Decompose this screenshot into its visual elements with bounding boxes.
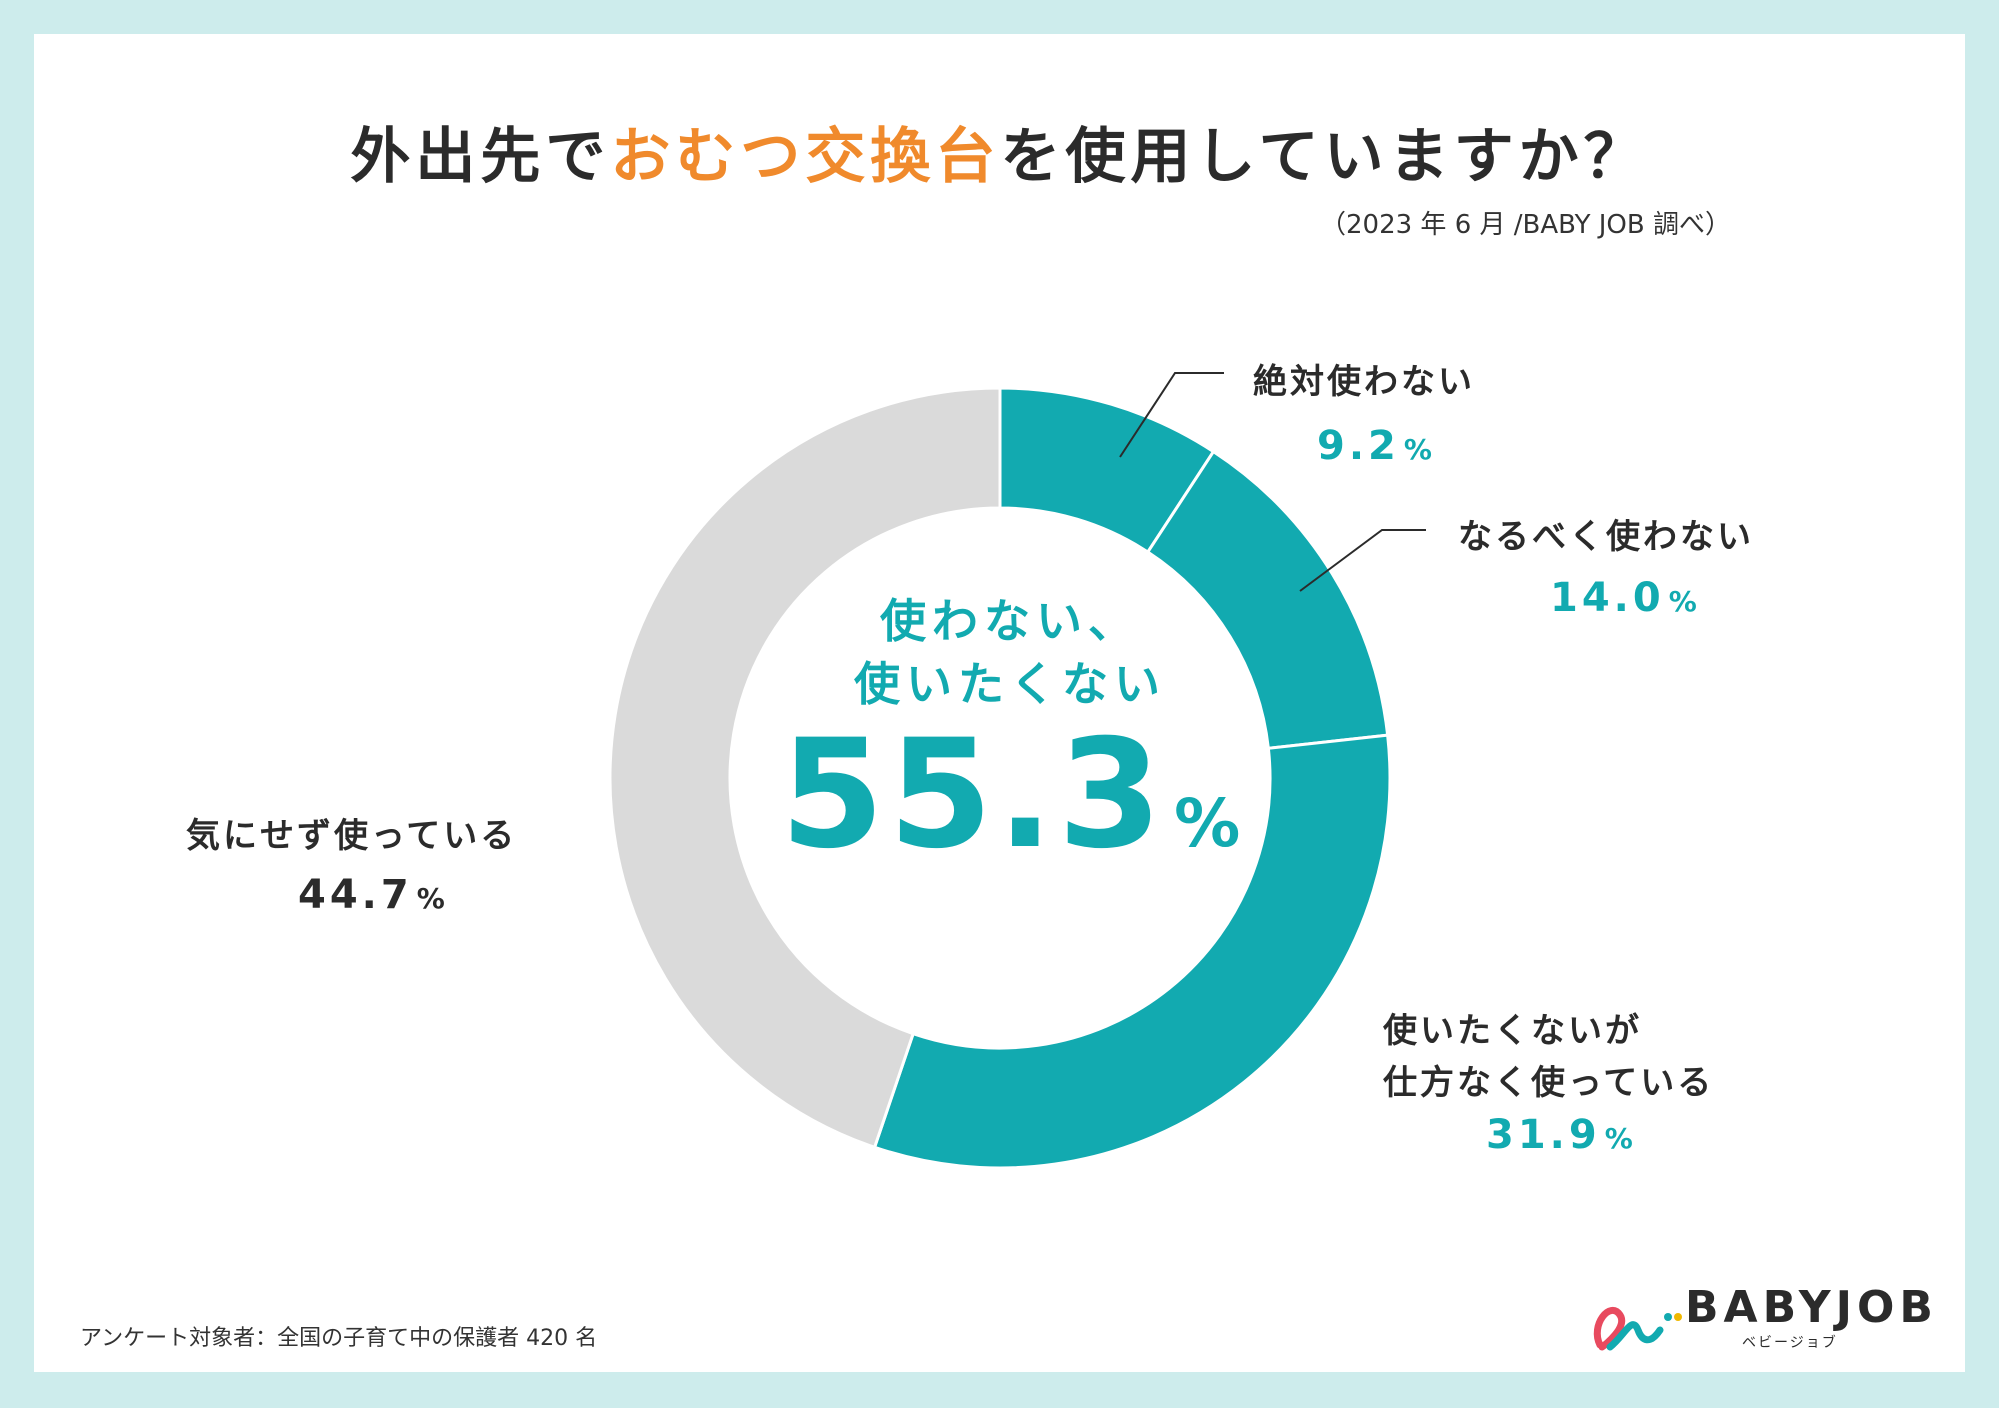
label-slice-1: 絶対使わない xyxy=(1253,362,1475,402)
babyjob-logo-icon xyxy=(1593,1307,1682,1351)
title-highlight: おむつ交換台 xyxy=(610,122,1001,192)
pct-slice-1: 9.2% xyxy=(1317,423,1436,469)
pct-slice-3: 31.9% xyxy=(1486,1112,1637,1158)
logo-subtext: ベビージョブ xyxy=(1742,1335,1838,1351)
pct-slice-4: 44.7% xyxy=(298,872,449,918)
leader-line-1 xyxy=(1119,372,1224,458)
center-label-line2: 使いたくない xyxy=(854,657,1166,711)
label-slice-3-line2: 仕方なく使っている xyxy=(1383,1063,1715,1103)
logo-text: BABYJOB xyxy=(1685,1282,1938,1333)
label-slice-3-line1: 使いたくないが xyxy=(1383,1011,1642,1051)
center-percentage: 55.3% xyxy=(780,708,1241,882)
donut-slice-4 xyxy=(608,386,1002,1150)
label-slice-4: 気にせず使っている xyxy=(186,816,518,856)
leader-line-2 xyxy=(1299,529,1426,592)
footer-note: アンケート対象者：全国の子育て中の保護者 420 名 xyxy=(80,1326,598,1351)
pct-slice-2: 14.0% xyxy=(1550,575,1701,621)
label-slice-2: なるべく使わない xyxy=(1458,517,1754,557)
chart-title: 外出先でおむつ交換台を使用していますか？ xyxy=(350,122,1649,192)
chart-subtitle: （2023 年 6 月 /BABY JOB 調べ） xyxy=(1320,210,1731,240)
donut-slice-3 xyxy=(872,733,1392,1170)
center-label-line1: 使わない、 xyxy=(880,594,1140,648)
